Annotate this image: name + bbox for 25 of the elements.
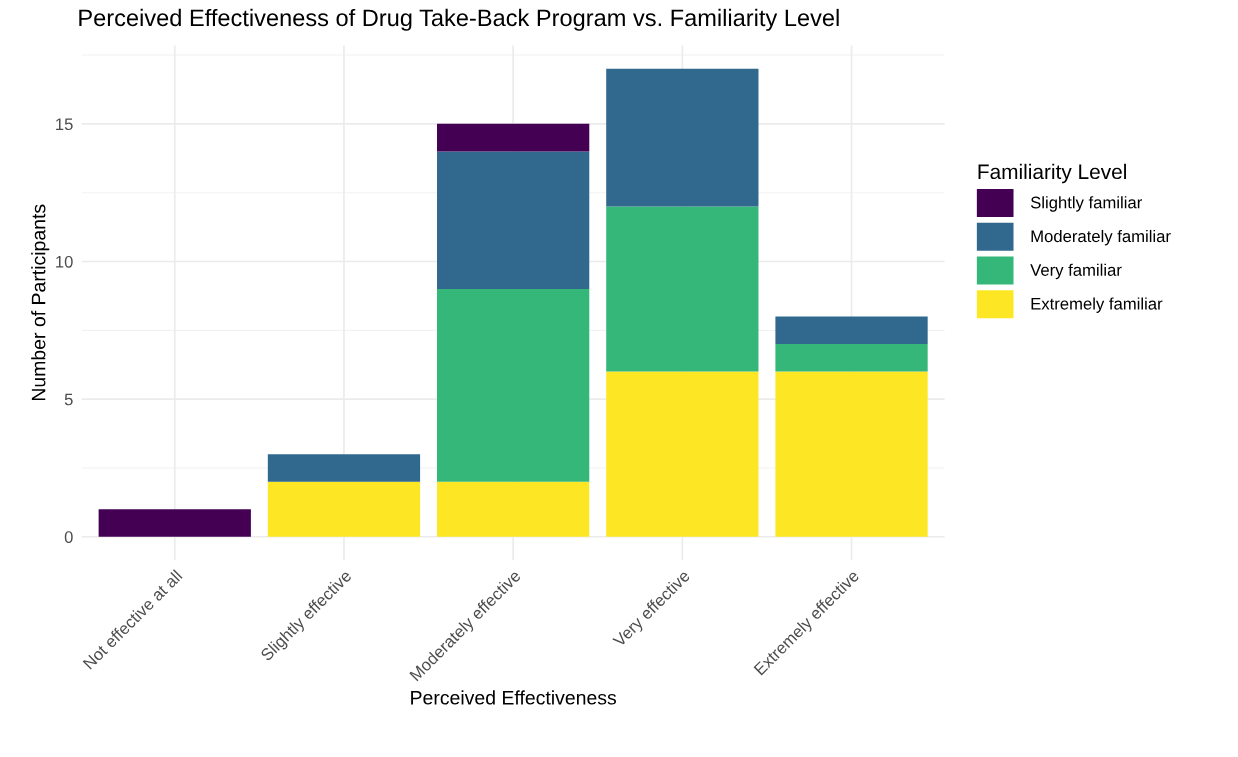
bar	[98, 509, 251, 537]
legend-label: Extremely familiar	[1031, 297, 1163, 313]
bar	[437, 151, 590, 290]
y-tick-label: 15	[56, 118, 73, 131]
bar	[437, 481, 590, 537]
y-axis-title: Number of Participants	[31, 204, 50, 401]
y-tick-label: 5	[64, 393, 73, 406]
bar	[437, 289, 590, 482]
legend-title: Familiarity Level	[978, 163, 1126, 184]
bar	[775, 371, 928, 537]
chart-title: Perceived Effectiveness of Drug Take-Back Program vs. Familiarity Level	[79, 8, 839, 31]
bar	[775, 344, 928, 372]
y-tick-label: 0	[64, 531, 73, 543]
y-tick-label: 10	[56, 255, 73, 268]
bar	[606, 68, 759, 207]
bar	[267, 454, 421, 482]
bar	[267, 481, 421, 537]
legend-label: Slightly familiar	[1030, 196, 1142, 212]
bar	[606, 206, 759, 372]
x-axis-title: Perceived Effectiveness	[411, 690, 617, 705]
bar	[437, 123, 590, 152]
bar	[606, 371, 759, 537]
legend-label: Very familiar	[1030, 263, 1122, 280]
legend-label: Moderately familiar	[1031, 229, 1171, 246]
bar	[775, 316, 928, 345]
